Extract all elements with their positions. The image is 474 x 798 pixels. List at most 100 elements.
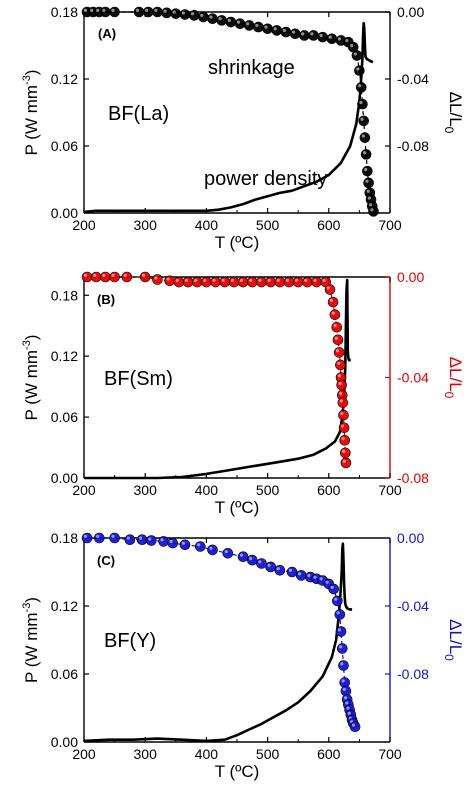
data-point xyxy=(228,276,240,288)
data-point-highlight xyxy=(249,278,253,283)
data-point xyxy=(256,558,267,569)
data-point-highlight xyxy=(322,278,326,283)
y-tick-label: 0.06 xyxy=(51,666,78,682)
panel-label: (B) xyxy=(97,292,115,307)
data-point-highlight xyxy=(285,278,290,283)
y2-axis-title: ΔL/L0 xyxy=(442,619,465,661)
data-point xyxy=(286,566,298,578)
data-point xyxy=(81,532,93,544)
data-point-highlight xyxy=(307,573,311,578)
data-point-highlight xyxy=(337,374,342,378)
panel-label: (C) xyxy=(97,553,115,568)
data-point-highlight xyxy=(364,167,368,172)
data-point xyxy=(247,554,258,566)
data-point-highlight xyxy=(342,449,346,453)
data-point xyxy=(335,626,347,637)
data-point xyxy=(100,271,111,283)
x-axis-title: T (ºC) xyxy=(215,233,260,252)
chart-panel-2: 200 300 400 500 600 700 0.00 0.06 0.12 0.18 0.00 -0… xyxy=(21,269,465,517)
x-tick-label: 500 xyxy=(256,482,280,498)
data-point xyxy=(225,16,237,28)
data-point-highlight xyxy=(342,459,346,463)
y-tick-label: 0.06 xyxy=(51,409,78,425)
data-point xyxy=(136,534,148,546)
y-axis-title-close: ) xyxy=(22,597,41,603)
y-tick-label: 0.00 xyxy=(51,470,78,486)
data-point-highlight xyxy=(200,13,204,18)
data-point xyxy=(332,334,344,346)
data-point xyxy=(167,537,179,549)
data-point-highlight xyxy=(337,361,341,365)
data-point-highlight xyxy=(313,575,317,579)
data-point-highlight xyxy=(336,349,340,353)
x-tick-label: 500 xyxy=(256,746,280,762)
data-point xyxy=(256,276,267,288)
data-point xyxy=(262,23,273,35)
data-point xyxy=(109,271,120,283)
data-point xyxy=(198,11,209,23)
data-point xyxy=(280,26,292,38)
data-point-highlight xyxy=(264,25,268,29)
series-line xyxy=(83,21,374,214)
y-axis-title-main: P (W mm xyxy=(22,85,41,156)
data-point-highlight xyxy=(184,278,189,283)
data-point-highlight xyxy=(166,277,170,281)
data-point xyxy=(329,309,341,320)
data-point xyxy=(90,271,102,283)
y-tick-label: 0.06 xyxy=(51,138,78,154)
y-axis-title: P (W mm-3) xyxy=(21,70,41,156)
y-tick-label: 0.18 xyxy=(51,4,78,20)
data-point-highlight xyxy=(362,151,367,155)
data-point-highlight xyxy=(345,701,349,705)
annotation-label: shrinkage xyxy=(208,57,295,79)
series-shrinkage xyxy=(81,532,361,733)
data-point-highlight xyxy=(360,117,364,121)
data-point-highlight xyxy=(111,273,115,277)
data-point xyxy=(274,276,286,288)
data-point-highlight xyxy=(246,22,250,26)
data-point xyxy=(109,6,120,18)
x-tick-label: 700 xyxy=(378,746,402,762)
y-tick-label: 0.18 xyxy=(51,530,78,546)
data-point xyxy=(368,206,379,217)
data-point-highlight xyxy=(336,611,340,615)
data-point xyxy=(334,609,346,620)
data-point-highlight xyxy=(310,32,314,36)
y-axis-title: P (W mm-3) xyxy=(21,335,41,421)
data-point-highlight xyxy=(203,278,207,283)
y2-tick-label: -0.04 xyxy=(397,71,429,87)
data-point-highlight xyxy=(221,278,225,283)
y2-tick-label: -0.04 xyxy=(397,598,429,614)
data-point xyxy=(354,65,365,76)
series-shrinkage xyxy=(81,6,379,217)
data-point-highlight xyxy=(370,208,374,212)
data-point-highlight xyxy=(194,278,198,283)
data-point-highlight xyxy=(331,311,335,315)
sample-label: BF(Y) xyxy=(104,630,156,652)
data-point-highlight xyxy=(295,278,299,283)
data-point-highlight xyxy=(273,27,277,31)
x-tick-label: 400 xyxy=(195,217,219,233)
data-point xyxy=(357,98,368,110)
data-point-highlight xyxy=(181,541,185,545)
series-line xyxy=(83,542,353,743)
y2-axis-title-main: ΔL/L xyxy=(446,619,465,654)
data-point xyxy=(328,583,339,595)
panel-label: (A) xyxy=(98,26,116,41)
data-point xyxy=(247,276,258,288)
y-tick-label: 0.18 xyxy=(51,287,78,303)
data-point xyxy=(351,50,363,61)
data-point xyxy=(81,271,93,283)
data-point-highlight xyxy=(350,43,354,48)
data-point-highlight xyxy=(341,679,345,683)
data-point-highlight xyxy=(345,38,349,43)
x-tick-label: 600 xyxy=(317,746,341,762)
data-point-highlight xyxy=(181,11,185,15)
data-point-highlight xyxy=(249,556,253,561)
y2-tick-label: -0.08 xyxy=(397,666,429,682)
x-axis-title: T (ºC) xyxy=(215,762,260,781)
data-point-highlight xyxy=(329,298,334,303)
data-point xyxy=(158,536,169,547)
data-point xyxy=(299,30,310,41)
data-point xyxy=(161,7,172,19)
